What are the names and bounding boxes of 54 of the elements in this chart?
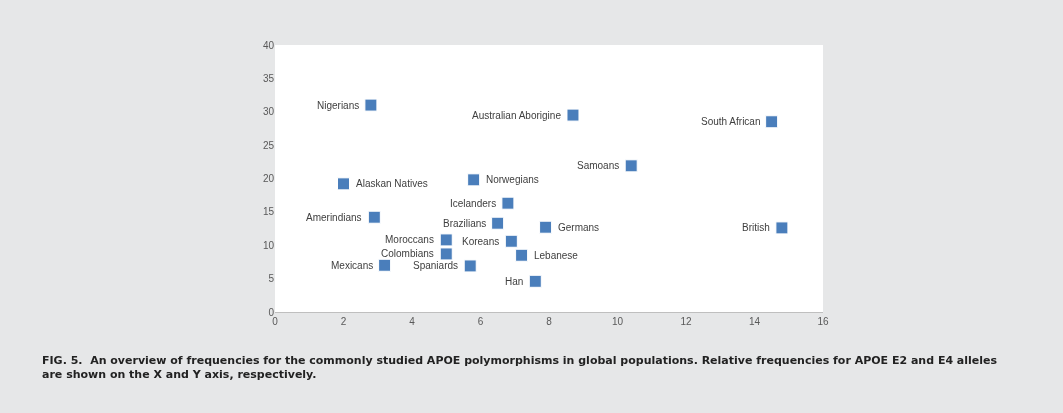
point [439,247,453,261]
annotation: Australian Aborigine [472,110,562,121]
point [624,159,638,173]
point [501,196,515,210]
annotation: Koreans [462,236,500,247]
annotation: Colombians [381,248,434,259]
y-tick-label: 5 [268,273,275,285]
x-tick-label: 8 [546,316,553,327]
point [463,259,477,273]
point [439,233,453,247]
point [467,173,481,187]
point [337,177,350,191]
point [491,216,505,230]
x-tick-label: 14 [748,316,761,327]
point [367,210,381,224]
point [775,221,789,235]
point [364,98,378,112]
x-tick-label: 4 [409,316,416,327]
y-tick-label: 20 [262,173,275,184]
annotation: British [742,222,770,233]
annotation: Icelanders [450,198,497,209]
y-tick-label: 0 [268,306,275,318]
point [378,258,392,272]
y-tick-label: 35 [262,72,275,84]
annotation: Amerindians [306,212,362,223]
annotation: Han [505,276,524,287]
x-tick-label: 2 [340,316,347,327]
y-tick-label: 15 [262,206,275,218]
y-tick-label: 40 [262,39,275,51]
x-tick-label: 6 [477,316,484,327]
point [539,220,553,234]
y-tick-label: 30 [262,106,275,118]
y-tick-label: 25 [262,139,275,151]
point [515,248,529,262]
annotation: Germans [558,222,600,233]
point [504,234,518,248]
annotation: South African [701,116,761,127]
annotation: Spaniards [413,260,459,271]
annotation: Mexicans [331,260,374,271]
x-tick-label: 12 [680,316,692,327]
x-tick-label: 16 [817,316,829,327]
annotation: Nigerians [317,100,360,111]
annotation: Alaskan Natives [356,178,428,189]
point [566,108,580,122]
annotation: Norwegians [486,174,539,185]
caption: FIG. 5. An overview of frequencies for the commonly studied APOE polymorphisms in global populations. Relative frequencies for APOE E2 and E4 alleles are shown on the X and Y axis, respectively. [42,354,998,382]
x-tick-label: 10 [611,316,624,327]
point [528,274,542,288]
annotation: Samoans [577,160,620,171]
annotation: Brazilians [443,218,487,229]
annotation: Moroccans [385,234,434,245]
annotation: Lebanese [534,250,579,261]
point [765,115,779,129]
y-tick-label: 10 [262,239,275,251]
